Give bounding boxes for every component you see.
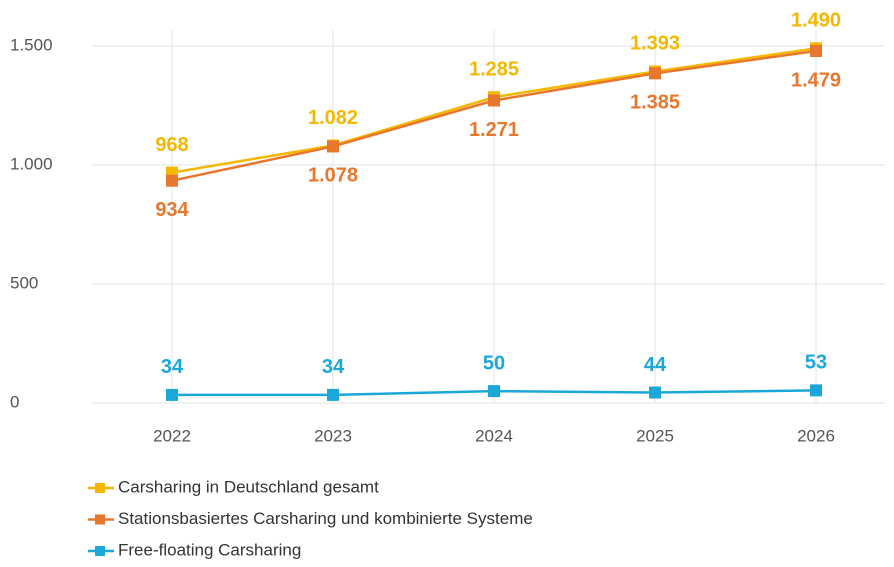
y-tick-label: 1.500 [10, 35, 53, 54]
marker [327, 388, 339, 401]
value-label: 968 [155, 134, 188, 156]
marker [810, 384, 822, 397]
x-tick-label: 2026 [797, 426, 835, 445]
marker [166, 388, 178, 401]
value-label: 53 [805, 352, 827, 374]
y-tick-label: 0 [10, 392, 19, 411]
marker [488, 385, 500, 398]
legend-label: Carsharing in Deutschland gesamt [118, 477, 379, 496]
value-label: 1.082 [308, 107, 358, 129]
legend-marker [95, 514, 105, 525]
y-tick-label: 1.000 [10, 154, 53, 173]
x-tick-label: 2025 [636, 426, 674, 445]
value-label: 44 [644, 354, 667, 376]
legend-label: Stationsbasiertes Carsharing und kombini… [118, 509, 533, 528]
value-label: 1.393 [630, 33, 680, 55]
marker [166, 174, 178, 187]
x-tick-label: 2024 [475, 426, 513, 445]
value-label: 1.385 [630, 92, 680, 114]
value-label: 1.271 [469, 119, 519, 141]
value-label: 34 [161, 356, 184, 378]
marker [488, 94, 500, 107]
marker [649, 67, 661, 80]
value-label: 1.078 [308, 165, 358, 187]
x-tick-label: 2023 [314, 426, 352, 445]
legend-label: Free-floating Carsharing [118, 540, 301, 559]
value-label: 1.285 [469, 58, 519, 80]
value-label: 934 [155, 199, 189, 221]
value-label: 34 [322, 356, 345, 378]
marker [810, 44, 822, 57]
legend-marker [95, 483, 105, 493]
legend-marker [95, 546, 105, 556]
value-label: 1.490 [791, 10, 841, 32]
marker [649, 386, 661, 399]
marker [327, 140, 339, 153]
x-tick-label: 2022 [153, 426, 191, 445]
y-tick-label: 500 [10, 273, 38, 292]
value-label: 1.479 [791, 69, 841, 91]
value-label: 50 [483, 352, 505, 374]
